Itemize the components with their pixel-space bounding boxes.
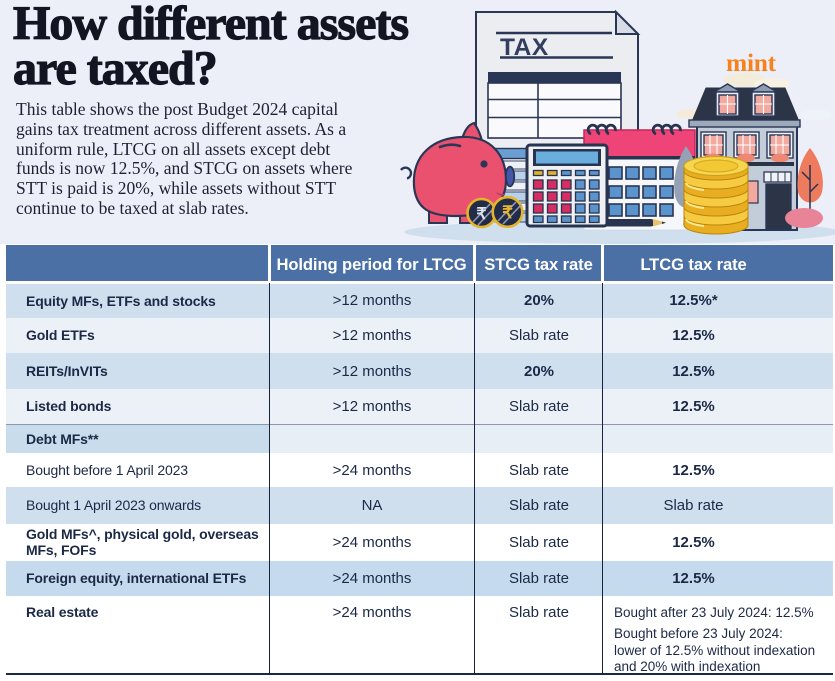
svg-text:₹: ₹	[476, 206, 486, 223]
svg-text:₹: ₹	[502, 203, 513, 222]
svg-text:mint: mint	[726, 48, 777, 77]
